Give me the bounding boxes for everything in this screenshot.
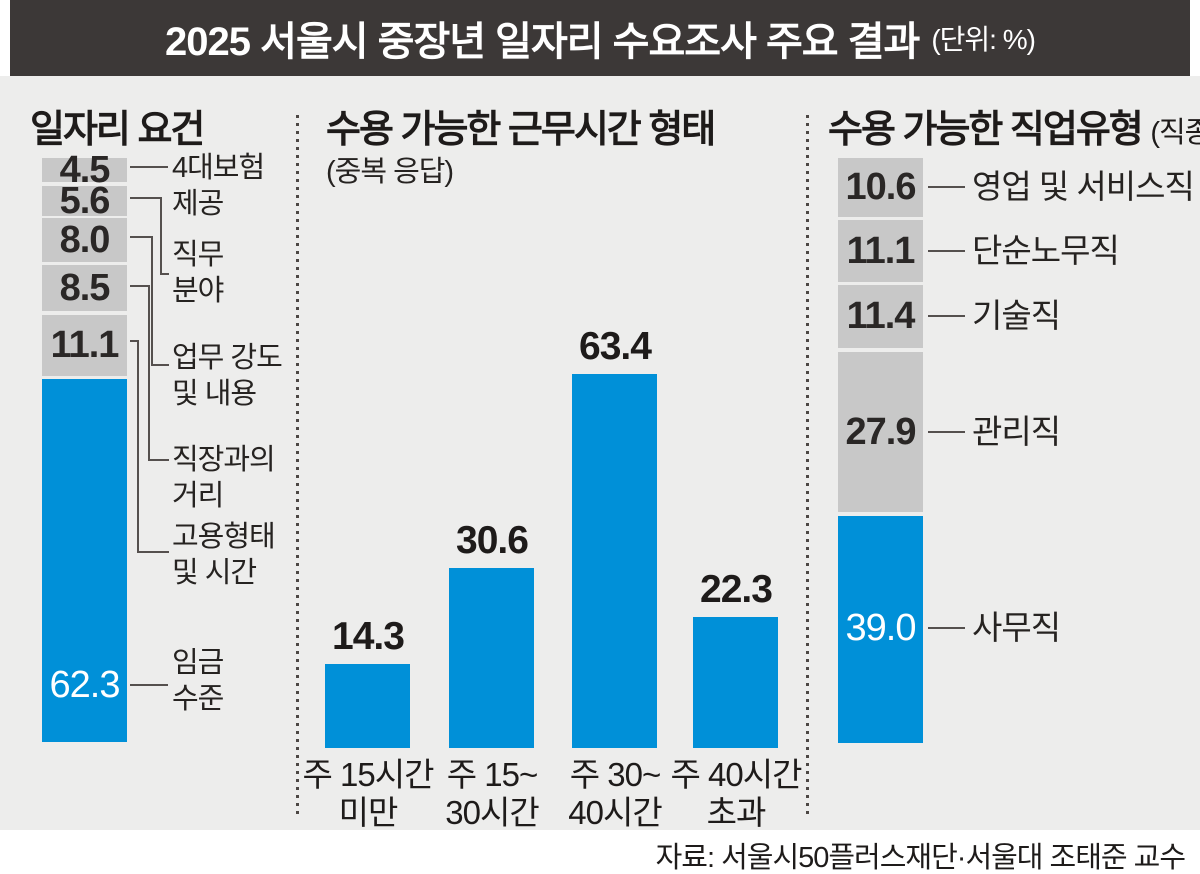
connector-employment-h2 <box>137 551 169 553</box>
requirements-value-employment-type: 11.1 <box>50 324 120 366</box>
requirements-segment-wage <box>42 379 127 742</box>
requirements-segment-distance <box>42 265 127 311</box>
requirements-label-workload: 업무 강도 및 내용 <box>172 342 283 410</box>
jobtypes-value-technical: 11.4 <box>846 295 916 337</box>
connector-workload-h2 <box>151 364 169 366</box>
jobtypes-label-sales-service: 영업 및 서비스직 <box>972 168 1195 205</box>
connector-jobfield-h2 <box>160 273 169 275</box>
jobtypes-title-suffix: (직종) <box>1150 117 1200 149</box>
jobtypes-label-office: 사무직 <box>972 609 1061 646</box>
jobtypes-value-management: 27.9 <box>845 411 917 453</box>
requirements-value-workload: 8.0 <box>59 219 111 261</box>
worktime-category-over40h: 주 40시간 초과 <box>670 756 803 831</box>
jobtypes-segment-sales-service <box>838 158 923 217</box>
requirements-label-wage: 임금 수준 <box>172 647 224 715</box>
worktime-value-15to30h: 30.6 <box>456 519 529 562</box>
requirements-title: 일자리 요건 <box>30 109 205 151</box>
worktime-value-under15h: 14.3 <box>332 615 405 658</box>
panel-divider-right <box>806 115 809 819</box>
requirements-segment-employment-type <box>42 315 127 376</box>
connector-workload-v <box>151 236 153 366</box>
jobtypes-title: 수용 가능한 직업유형 (직종) <box>828 98 1200 153</box>
connector-distance-v <box>148 285 150 461</box>
worktime-value-30to40h: 63.4 <box>579 325 652 368</box>
connector-distance-h2 <box>148 459 169 461</box>
connector-employment-v <box>137 340 139 553</box>
worktime-bar-under15h <box>325 664 410 748</box>
connector-simple-labor <box>928 250 965 252</box>
connector-workload-h1 <box>130 236 153 238</box>
connector-distance-h1 <box>130 285 150 287</box>
requirements-value-jobfield: 5.6 <box>59 180 111 222</box>
requirements-label-distance: 직장과의 거리 <box>172 444 276 512</box>
requirements-segment-jobfield <box>42 186 127 216</box>
unit-label: (단위: %) <box>931 24 1036 55</box>
requirements-value-insurance: 4.5 <box>59 149 111 191</box>
jobtypes-label-technical: 기술직 <box>972 297 1061 334</box>
connector-office <box>928 627 965 629</box>
chart-canvas: 일자리 요건 4.5 5.6 8.0 8.5 11.1 62.3 4대보 <box>0 76 1200 831</box>
connector-insurance <box>130 166 168 168</box>
jobtypes-value-sales-service: 10.6 <box>845 166 917 208</box>
connector-jobfield-h1 <box>130 197 162 199</box>
connector-sales-service <box>928 186 965 188</box>
connector-management <box>928 431 965 433</box>
connector-jobfield-v <box>160 197 162 275</box>
jobtypes-segment-office <box>838 516 923 743</box>
jobtypes-segment-simple-labor <box>838 220 923 282</box>
worktime-subtitle: (중복 응답) <box>326 156 454 188</box>
requirements-segment-insurance <box>42 158 127 182</box>
worktime-category-15to30h: 주 15~ 30시간 <box>445 756 539 831</box>
requirements-value-distance: 8.5 <box>59 267 111 309</box>
source-credit: 자료: 서울시50플러스재단·서울대 조태준 교수 <box>655 842 1186 874</box>
worktime-title: 수용 가능한 근무시간 형태 <box>326 109 716 151</box>
requirements-label-employment-type: 고용형태 및 시간 <box>172 521 276 589</box>
requirements-value-wage: 62.3 <box>49 664 121 706</box>
requirements-label-insurance: 4대보험 제공 <box>172 152 265 220</box>
worktime-bar-30to40h <box>572 374 657 748</box>
page-title: 2025 서울시 중장년 일자리 수요조사 주요 결과 <box>165 20 920 64</box>
connector-wage <box>130 684 168 686</box>
worktime-category-under15h: 주 15시간 미만 <box>302 756 435 831</box>
header-bar: 2025 서울시 중장년 일자리 수요조사 주요 결과 (단위: %) <box>10 0 1190 76</box>
panel-divider-left <box>296 115 299 819</box>
worktime-bar-over40h <box>693 617 778 748</box>
jobtypes-value-simple-labor: 11.1 <box>846 230 916 272</box>
worktime-value-over40h: 22.3 <box>700 568 773 611</box>
jobtypes-label-management: 관리직 <box>972 413 1061 450</box>
jobtypes-label-simple-labor: 단순노무직 <box>972 232 1120 269</box>
jobtypes-segment-management <box>838 352 923 512</box>
connector-employment-h1 <box>130 340 139 342</box>
requirements-segment-workload <box>42 218 127 262</box>
jobtypes-value-office: 39.0 <box>845 607 917 649</box>
requirements-label-jobfield: 직무 분야 <box>172 239 224 307</box>
jobtypes-segment-technical <box>838 285 923 348</box>
worktime-category-30to40h: 주 30~ 40시간 <box>568 756 662 831</box>
connector-technical <box>928 315 965 317</box>
worktime-bar-15to30h <box>449 568 534 748</box>
